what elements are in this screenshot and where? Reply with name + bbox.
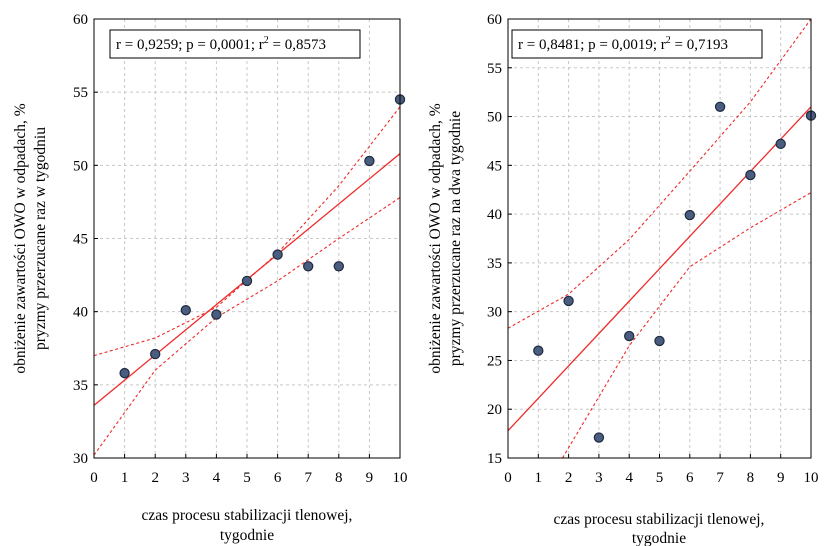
y-tick-label: 40: [487, 207, 502, 223]
data-point: [654, 335, 665, 347]
x-tick-label: 5: [656, 470, 664, 486]
data-point: [119, 367, 130, 379]
data-point: [775, 138, 786, 150]
y-tick-label: 50: [487, 110, 502, 126]
data-point: [714, 101, 726, 113]
y-tick-label: 20: [487, 402, 502, 418]
x-axis-label-line2: tygodnie: [632, 530, 686, 546]
data-point: [593, 432, 605, 443]
stat-box: r = 0,9259; p = 0,0001; r2 = 0,8573: [109, 29, 361, 59]
data-point: [180, 305, 191, 316]
x-tick-label: 7: [304, 470, 312, 486]
y-tick-label: 40: [73, 305, 88, 321]
y-tick-label: 50: [73, 158, 88, 174]
y-axis-label-line1: obniżenie zawartości OWO w odpadach, %: [12, 103, 29, 373]
x-axis-label-line1: czas procesu stabilizacji tlenowej,: [554, 511, 765, 528]
x-tick-label: 4: [625, 470, 633, 486]
x-tick-label: 6: [274, 470, 282, 486]
x-tick-label: 9: [366, 470, 374, 486]
data-point: [533, 345, 544, 356]
x-tick-label: 0: [90, 470, 98, 486]
x-tick-label: 8: [335, 470, 343, 486]
y-tick-label: 35: [487, 256, 502, 272]
stat-box: r = 0,8481; p = 0,0019; r2 = 0,7193: [511, 29, 763, 59]
x-tick-label: 3: [182, 470, 190, 486]
data-point: [241, 275, 253, 287]
y-tick-label: 25: [487, 353, 502, 369]
stat-text: r = 0,8481; p = 0,0019; r2 = 0,7193: [518, 35, 728, 53]
regression-line: [508, 106, 811, 432]
y-tick-label: 60: [487, 12, 502, 28]
data-point: [684, 209, 696, 221]
data-point: [624, 330, 635, 342]
x-axis-label-line2: tygodnie: [220, 527, 274, 544]
confidence-band-lower: [562, 192, 811, 458]
x-tick-label: 5: [243, 470, 251, 486]
y-tick-label: 35: [73, 378, 88, 394]
y-tick-label: 30: [73, 451, 88, 467]
y-tick-label: 45: [487, 158, 502, 174]
stat-text: r = 0,9259; p = 0,0001; r2 = 0,8573: [116, 35, 326, 53]
y-tick-label: 55: [73, 85, 88, 101]
x-tick-label: 8: [747, 470, 755, 486]
data-point: [272, 249, 283, 260]
data-point: [303, 261, 314, 272]
data-point: [364, 155, 375, 167]
data-point: [149, 348, 161, 360]
x-tick-label: 0: [504, 470, 512, 486]
y-axis-label-line2: pryzmy przerzucane raz na dwa tygodnie: [447, 111, 464, 366]
confidence-band-upper: [508, 19, 811, 329]
x-tick-label: 6: [686, 470, 694, 486]
x-tick-label: 9: [777, 470, 785, 486]
y-tick-label: 15: [487, 451, 502, 467]
x-tick-label: 7: [716, 470, 724, 486]
x-tick-label: 3: [595, 470, 603, 486]
x-tick-label: 2: [151, 470, 159, 486]
x-tick-label: 1: [121, 470, 129, 486]
data-point: [563, 295, 574, 307]
x-axis-label-line1: czas procesu stabilizacji tlenowej,: [142, 507, 353, 524]
y-axis-label-line1: obniżenie zawartości OWO w odpadach, %: [427, 103, 444, 373]
y-tick-label: 30: [487, 305, 502, 321]
data-point: [211, 309, 222, 320]
data-point: [745, 169, 756, 181]
y-axis-label-line2: pryzmy przerzucane raz w tygodniu: [32, 127, 49, 350]
x-tick-label: 10: [804, 470, 819, 486]
x-tick-label: 10: [393, 470, 408, 486]
x-tick-label: 4: [213, 470, 221, 486]
y-tick-label: 45: [73, 232, 88, 248]
x-tick-label: 2: [565, 470, 573, 486]
y-tick-label: 55: [487, 61, 502, 77]
confidence-band-lower: [94, 197, 400, 456]
data-point: [333, 261, 344, 272]
x-tick-label: 1: [535, 470, 543, 486]
y-tick-label: 60: [73, 12, 88, 28]
